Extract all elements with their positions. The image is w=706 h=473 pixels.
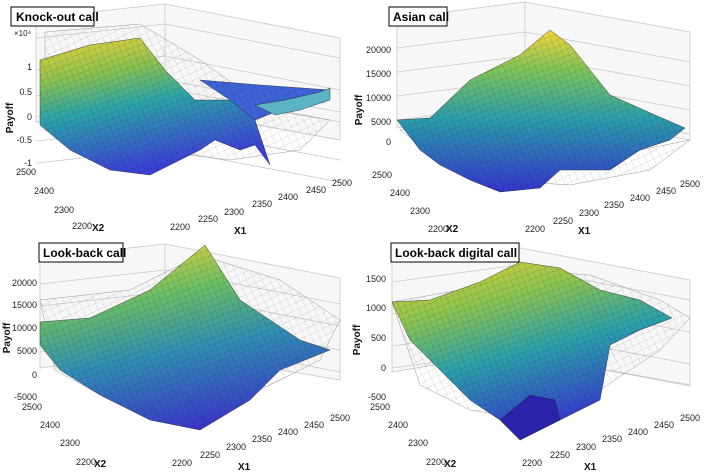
x-tick: 2300 xyxy=(579,208,599,218)
x-tick: 2200 xyxy=(525,224,545,234)
y-tick: 2400 xyxy=(40,420,60,430)
x-tick: 2350 xyxy=(602,434,622,444)
x-axis-label: X1 xyxy=(584,462,597,473)
y-tick: 2200 xyxy=(72,221,92,231)
x-tick: 2300 xyxy=(224,207,244,217)
z-axis-label: Payoff xyxy=(352,324,363,355)
z-tick: 5000 xyxy=(371,117,391,127)
panel-title-box xyxy=(390,242,520,263)
x-tick: 2500 xyxy=(680,413,700,423)
z-tick: -1 xyxy=(24,158,32,168)
x-tick: 2450 xyxy=(654,420,674,430)
z-tick: -0.5 xyxy=(16,135,32,145)
z-tick: 1000 xyxy=(366,303,386,313)
panel-title-box xyxy=(388,6,448,27)
z-tick: 1500 xyxy=(366,274,386,284)
panel-title: Knock-out call xyxy=(16,10,99,24)
y-axis-label: X2 xyxy=(444,459,457,470)
x-tick: 2400 xyxy=(278,192,298,202)
x-tick: 2500 xyxy=(332,178,352,188)
panel-title-box xyxy=(38,242,124,263)
x-tick: 2450 xyxy=(656,186,676,196)
y-tick: 2500 xyxy=(22,402,42,412)
y-tick: 2300 xyxy=(410,206,430,216)
z-tick: 1 xyxy=(27,62,32,72)
z-axis-label: Payoff xyxy=(2,322,13,353)
z-tick: 0 xyxy=(381,363,386,373)
x-tick: 2500 xyxy=(330,413,350,423)
x-tick: 2400 xyxy=(628,427,648,437)
z-tick: 0 xyxy=(27,112,32,122)
z-tick: 5000 xyxy=(17,346,37,356)
y-axis-label: X2 xyxy=(446,224,459,235)
x-tick: 2350 xyxy=(604,200,624,210)
y-axis-label: X2 xyxy=(94,459,107,470)
panel-title: Look-back call xyxy=(43,246,126,260)
z-axis-label: Payoff xyxy=(354,94,365,125)
x-tick: 2250 xyxy=(200,450,220,460)
x-tick: 2300 xyxy=(576,442,596,452)
z-axis-label: Payoff xyxy=(5,102,16,133)
panel-title: Asian call xyxy=(393,10,449,24)
y-tick: 2400 xyxy=(390,188,410,198)
z-tick: 500 xyxy=(371,333,386,343)
z-tick: 20000 xyxy=(366,45,391,55)
y-tick: 2400 xyxy=(388,420,408,430)
y-axis-label: X2 xyxy=(92,223,105,234)
z-tick: 15000 xyxy=(366,69,391,79)
z-exponent: ×10⁴ xyxy=(14,29,32,38)
z-tick: -5000 xyxy=(14,392,37,402)
y-tick: 2200 xyxy=(426,457,446,467)
y-tick: 2200 xyxy=(428,224,448,234)
x-tick: 2400 xyxy=(278,427,298,437)
x-axis-label: X1 xyxy=(578,226,591,237)
x-tick: 2200 xyxy=(522,458,542,468)
y-tick: 2300 xyxy=(408,438,428,448)
x-tick: 2250 xyxy=(198,214,218,224)
x-tick: 2350 xyxy=(252,199,272,209)
panel-knockout-call: Knock-out call ×10⁴ 1 0.5 0 -0.5 -1 Payo… xyxy=(5,3,352,237)
x-tick: 2300 xyxy=(226,442,246,452)
panel-asian-call: Asian call 20000 15000 10000 5000 0 Payo… xyxy=(354,1,700,237)
x-tick: 2250 xyxy=(550,450,570,460)
y-tick: 2500 xyxy=(372,170,392,180)
y-tick: 2300 xyxy=(54,205,74,215)
panel-lookback-digital-call: Look-back digital call 1500 1000 500 0 -… xyxy=(352,242,700,473)
x-tick: 2450 xyxy=(304,420,324,430)
x-tick: 2200 xyxy=(170,222,190,232)
panel-title-box xyxy=(10,6,95,27)
y-tick: 2400 xyxy=(34,186,54,196)
x-axis-label: X1 xyxy=(238,462,251,473)
x-tick: 2400 xyxy=(630,193,650,203)
y-tick: 2500 xyxy=(16,167,36,177)
x-tick: 2200 xyxy=(172,458,192,468)
x-axis-label: X1 xyxy=(234,226,247,237)
panel-title: Look-back digital call xyxy=(395,246,517,260)
x-tick: 2250 xyxy=(553,216,573,226)
z-tick: 20000 xyxy=(12,278,37,288)
y-tick: 2300 xyxy=(60,438,80,448)
z-tick: 10000 xyxy=(12,323,37,333)
y-tick: 2500 xyxy=(370,402,390,412)
z-tick: 0 xyxy=(386,137,391,147)
y-tick: 2200 xyxy=(76,457,96,467)
x-tick: 2350 xyxy=(252,434,272,444)
z-tick: 15000 xyxy=(12,300,37,310)
x-tick: 2500 xyxy=(680,179,700,189)
x-tick: 2450 xyxy=(306,185,326,195)
z-tick: 0 xyxy=(32,370,37,380)
z-tick: 10000 xyxy=(366,93,391,103)
panel-lookback-call: Look-back call 20000 15000 10000 5000 0 … xyxy=(2,242,350,473)
z-tick: 0.5 xyxy=(19,87,32,97)
z-tick: -500 xyxy=(368,392,386,402)
